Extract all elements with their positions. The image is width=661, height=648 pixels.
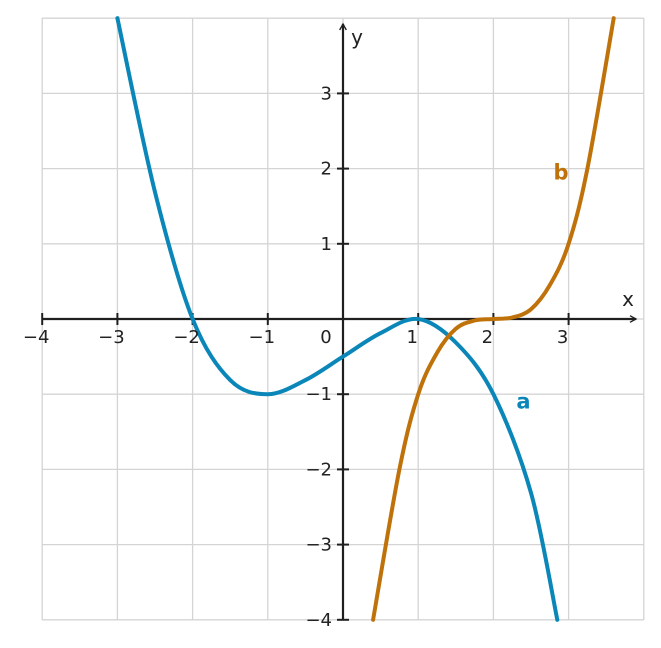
x-tick-label: 2 xyxy=(482,327,493,348)
y-tick-label: −1 xyxy=(305,384,332,405)
y-tick-label: 2 xyxy=(321,159,332,180)
x-tick-label: −2 xyxy=(173,327,200,348)
curve-label-b: b xyxy=(554,160,569,184)
curve-label-a: a xyxy=(516,390,530,414)
y-tick-label: 3 xyxy=(321,83,332,104)
y-tick-label: −3 xyxy=(305,535,332,556)
x-tick-label: −4 xyxy=(23,327,50,348)
x-tick-label: 3 xyxy=(557,327,568,348)
y-axis-label: y xyxy=(351,25,363,49)
x-axis-label: x xyxy=(622,287,634,311)
x-tick-label: −1 xyxy=(249,327,276,348)
x-tick-label: −3 xyxy=(98,327,125,348)
curves xyxy=(115,16,616,622)
x-tick-label: 1 xyxy=(406,327,417,348)
axes xyxy=(41,24,636,621)
y-tick-label: −2 xyxy=(305,459,332,480)
curve-b xyxy=(371,16,616,622)
y-tick-label: −4 xyxy=(305,610,332,631)
labels: −4 −3 −2 −1 0 1 2 3 −4 −3 −2 −1 1 2 3 x y a b xyxy=(23,25,634,631)
curve-a xyxy=(115,16,560,622)
y-tick-label: 1 xyxy=(321,234,332,255)
x-tick-label: 0 xyxy=(320,327,331,348)
